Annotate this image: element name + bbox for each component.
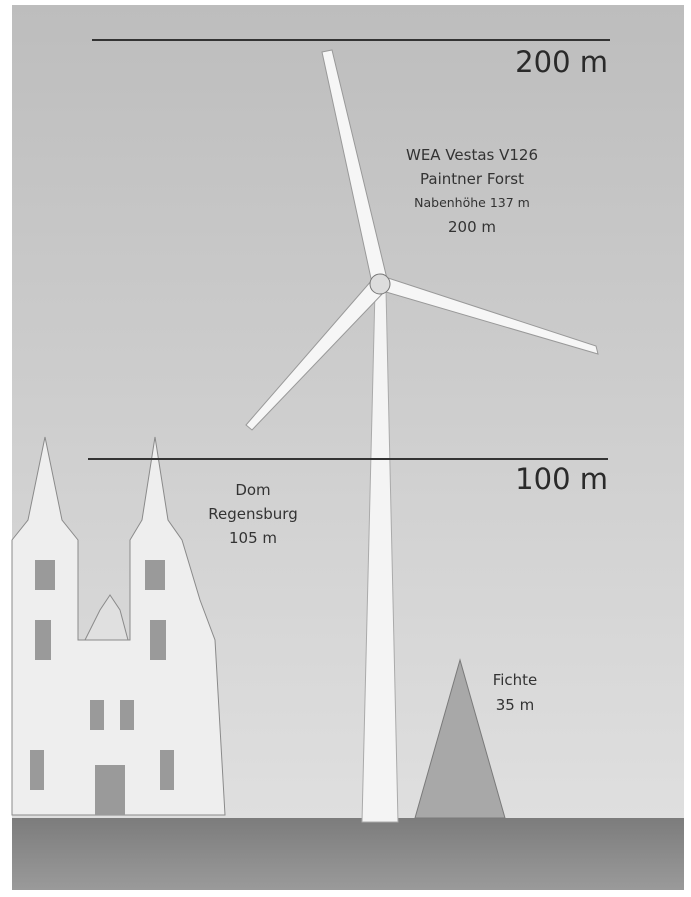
turbine-label: 200 m [448, 218, 496, 236]
tree-label: Fichte [493, 671, 538, 689]
ground [12, 818, 684, 890]
turbine-label: Nabenhöhe 137 m [414, 195, 530, 210]
turbine-label: WEA Vestas V126 [406, 146, 538, 164]
cathedral-label: 105 m [229, 529, 277, 547]
reference-label: 200 m [515, 45, 608, 79]
reference-label: 100 m [515, 462, 608, 496]
tree-label: 35 m [496, 696, 534, 714]
infographic: 200 m 100 m WEA Vestas V126 Paintner For… [0, 0, 691, 897]
cathedral-label: Dom [235, 481, 270, 499]
turbine-label: Paintner Forst [420, 170, 524, 188]
cathedral-label: Regensburg [208, 505, 298, 523]
